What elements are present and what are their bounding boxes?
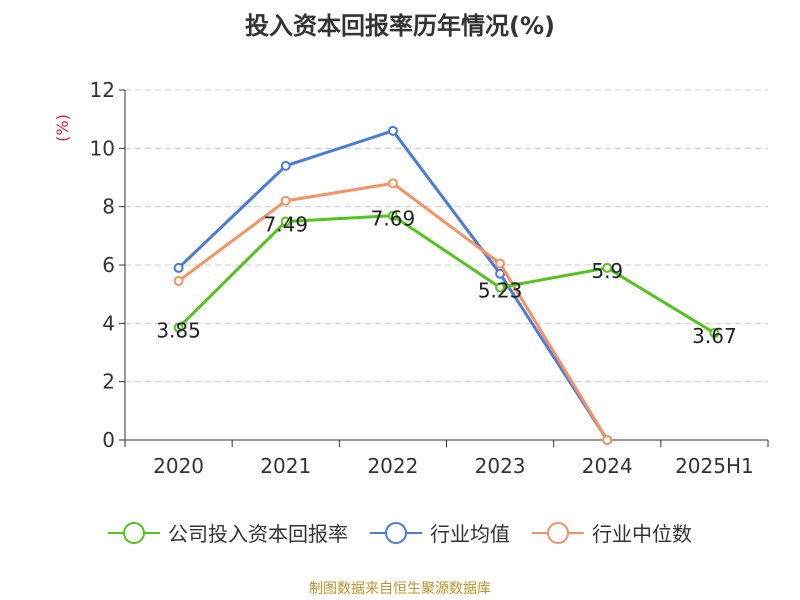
data-point [495, 268, 506, 279]
legend-item[interactable]: 行业均值 [370, 518, 510, 547]
x-tick-label: 2020 [153, 454, 204, 478]
y-tick-label: 6 [102, 253, 115, 277]
series-line-0 [177, 214, 716, 335]
data-label: 7.49 [263, 213, 308, 237]
data-point [387, 125, 398, 136]
data-point [709, 327, 720, 338]
data-point [387, 178, 398, 189]
legend: 公司投入资本回报率 行业均值 行业中位数 [0, 518, 800, 547]
data-point [280, 195, 291, 206]
data-point [280, 216, 291, 227]
series-layer [173, 125, 720, 445]
legend-label: 公司投入资本回报率 [168, 522, 348, 546]
legend-label: 行业中位数 [592, 522, 692, 546]
data-label: 3.67 [692, 324, 737, 348]
x-tick-label: 2022 [367, 454, 418, 478]
data-point [173, 262, 184, 273]
y-tick-label: 10 [90, 136, 115, 160]
series-line-1 [177, 129, 609, 441]
source-note: 制图数据来自恒生聚源数据库 [309, 581, 491, 597]
y-tick-label: 4 [102, 311, 115, 335]
data-point [495, 258, 506, 269]
data-point [173, 322, 184, 333]
data-point [602, 262, 613, 273]
data-point [387, 210, 398, 221]
y-tick-label: 12 [90, 78, 115, 102]
y-axis-label: (%) [53, 114, 72, 142]
y-tick-label: 2 [102, 370, 115, 394]
data-label: 7.69 [371, 207, 416, 231]
data-label-layer: 3.85 7.49 7.69 5.23 5.9 3.67 [156, 207, 736, 348]
y-tick-label: 0 [102, 428, 115, 452]
legend-line-circle-icon [370, 521, 422, 544]
x-tick-label: 2021 [260, 454, 311, 478]
legend-label: 行业均值 [430, 522, 510, 546]
data-point [495, 282, 506, 293]
x-tick-label: 2023 [475, 454, 526, 478]
y-tick-label: 8 [102, 195, 115, 219]
x-tick-label: 2025H1 [675, 454, 754, 478]
data-label: 5.9 [591, 259, 623, 283]
data-label: 3.85 [156, 319, 201, 343]
legend-item[interactable]: 公司投入资本回报率 [108, 518, 348, 547]
legend-line-circle-icon [532, 521, 584, 544]
legend-item[interactable]: 行业中位数 [532, 518, 692, 547]
legend-line-circle-icon [108, 521, 160, 544]
x-tick-label: 2024 [582, 454, 633, 478]
axis-layer: 0 2 4 6 8 10 12 2020 2021 2022 2023 2024 2025H1 (%) [53, 78, 769, 478]
data-point [280, 160, 291, 171]
data-point [173, 276, 184, 287]
data-label: 5.23 [478, 278, 523, 302]
data-point [602, 435, 613, 445]
chart-title: 投入资本回报率历年情况(%) [245, 12, 555, 40]
grid-layer [125, 89, 768, 383]
